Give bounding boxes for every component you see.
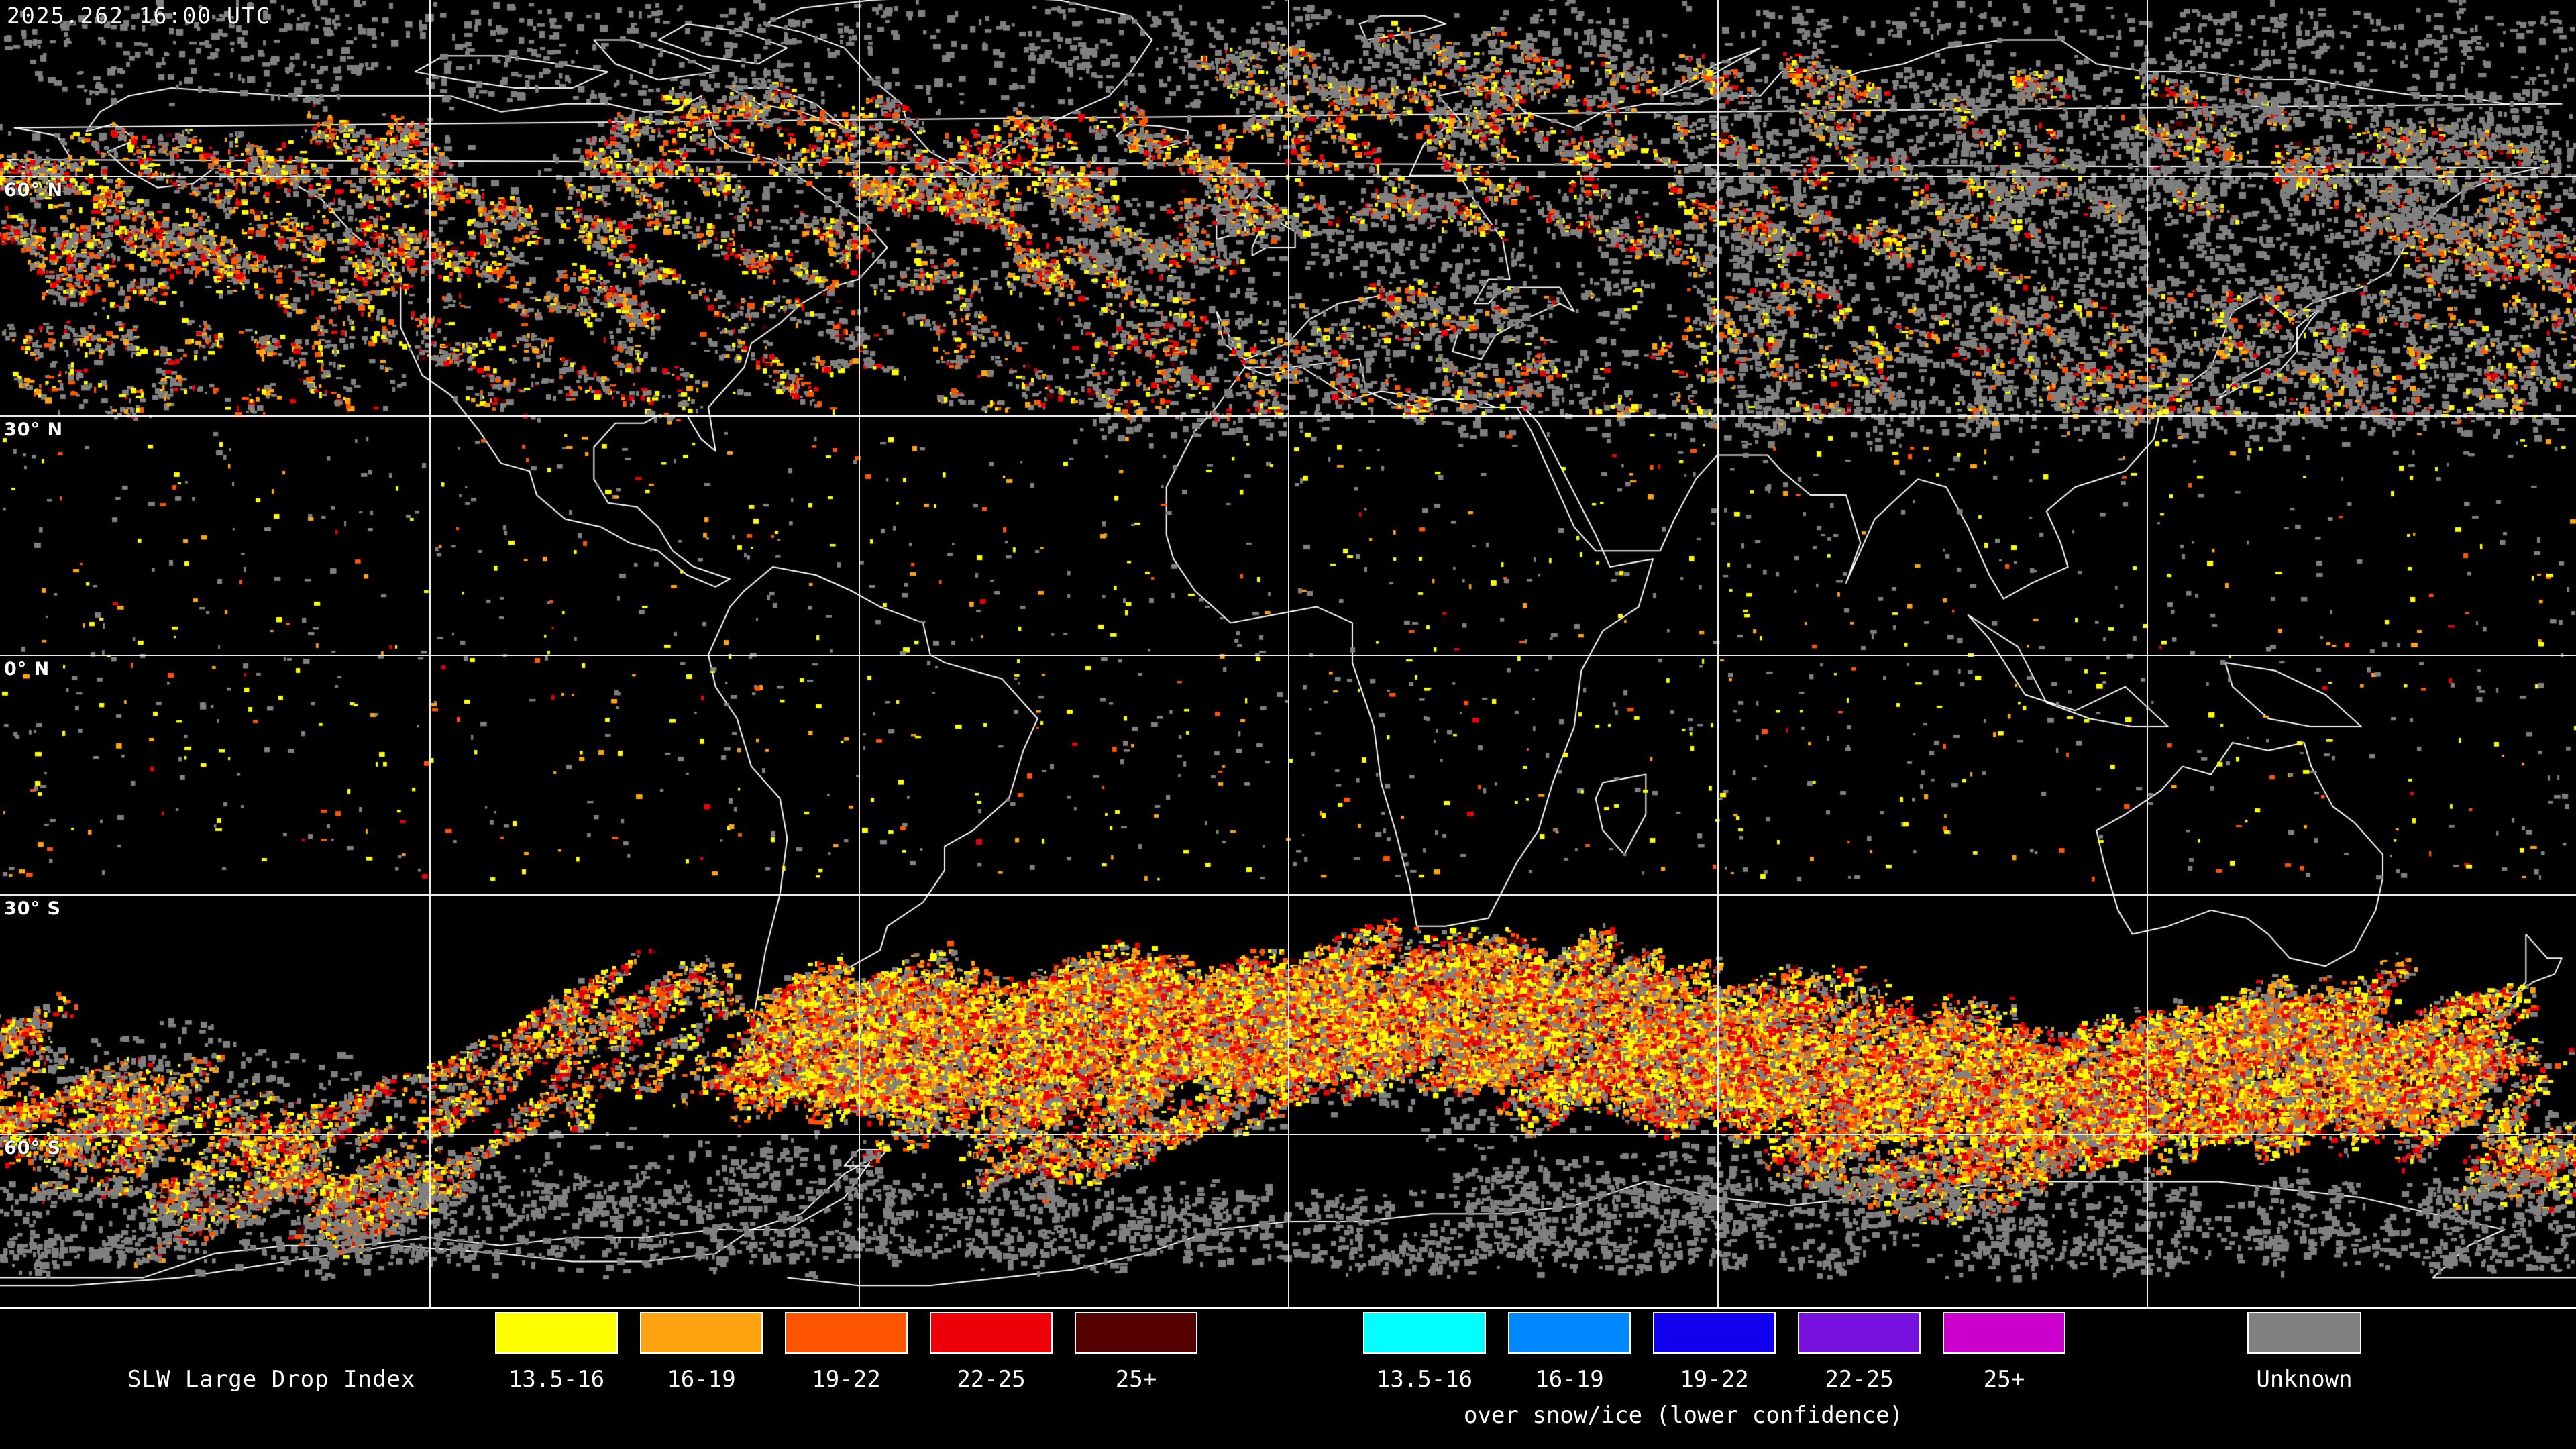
legend-group-snow-ice: 13.5-16 16-19 19-22 22-25 25+ [0,1312,2576,1446]
timestamp-label: 2025.262 16:00 UTC [7,3,271,29]
legend-primary-color-swatch [785,1312,908,1354]
legend-unknown-label: Unknown [2256,1366,2353,1393]
legend-snow-ice-item[interactable]: 22-25 [1798,1312,1921,1393]
legend-primary-color-swatch [930,1312,1053,1354]
legend-title: SLW Large Drop Index [127,1366,416,1393]
legend-snow-ice-label: 19-22 [1680,1366,1749,1393]
legend-snow-ice-item[interactable]: 13.5-16 [1363,1312,1486,1393]
legend-primary-color-swatch [640,1312,763,1354]
legend-snow-ice-item[interactable]: 16-19 [1508,1312,1631,1393]
legend-snow-ice-label: 25+ [1983,1366,2025,1393]
parallel-30 [0,415,2576,417]
parallel-0 [0,655,2576,656]
legend-snow-ice-label: 13.5-16 [1376,1366,1473,1393]
legend-primary-label: 16-19 [667,1366,736,1393]
legend-snow-ice-color-swatch [1363,1312,1486,1354]
legend-primary-color-swatch [495,1312,618,1354]
legend-primary-item[interactable]: 25+ [1075,1312,1197,1393]
lat-label-3: 30° S [4,898,61,920]
legend-primary-item[interactable]: 22-25 [930,1312,1053,1393]
legend-snow-ice-label: 22-25 [1825,1366,1894,1393]
legend-primary-label: 13.5-16 [508,1366,605,1393]
legend-group-primary: 13.5-16 16-19 19-22 22-25 25+ [0,1312,2576,1446]
legend-snow-ice-color-swatch [1653,1312,1776,1354]
legend-snow-ice-label: 16-19 [1535,1366,1604,1393]
legend-snow-ice-item[interactable]: 19-22 [1653,1312,1776,1393]
legend-primary-label: 19-22 [812,1366,881,1393]
legend-primary-item[interactable]: 19-22 [785,1312,908,1393]
legend-unknown-item[interactable]: Unknown [2247,1312,2361,1393]
legend-snow-ice-color-swatch [1798,1312,1921,1354]
parallel-60 [0,176,2576,177]
parallel--30 [0,894,2576,896]
legend-unknown-color-swatch [2247,1312,2361,1354]
legend-primary-color-swatch [1075,1312,1197,1354]
legend-primary-item[interactable]: 16-19 [640,1312,763,1393]
legend-snow-ice-color-swatch [1943,1312,2065,1354]
lat-label-1: 30° N [4,419,64,440]
legend-primary-item[interactable]: 13.5-16 [495,1312,618,1393]
legend-primary-label: 22-25 [957,1366,1026,1393]
legend-snow-ice-color-swatch [1508,1312,1631,1354]
legend-primary-label: 25+ [1115,1366,1157,1393]
lat-label-4: 60° S [4,1138,61,1159]
legend-snow-ice-note: over snow/ice (lower confidence) [1464,1402,1904,1429]
legend-snow-ice-item[interactable]: 25+ [1943,1312,2065,1393]
parallel--60 [0,1134,2576,1135]
lat-label-2: 0° N [4,659,50,680]
legend-panel: SLW Large Drop Index 13.5-16 16-19 19-22 22… [0,1309,2576,1449]
legend-group-unknown: Unknown [0,1312,2576,1446]
global-map-panel[interactable]: 60° N 30° N 0° N 30° S 60° S 2025.262 16:00 … [0,0,2576,1309]
lat-label-0: 60° N [4,179,64,201]
